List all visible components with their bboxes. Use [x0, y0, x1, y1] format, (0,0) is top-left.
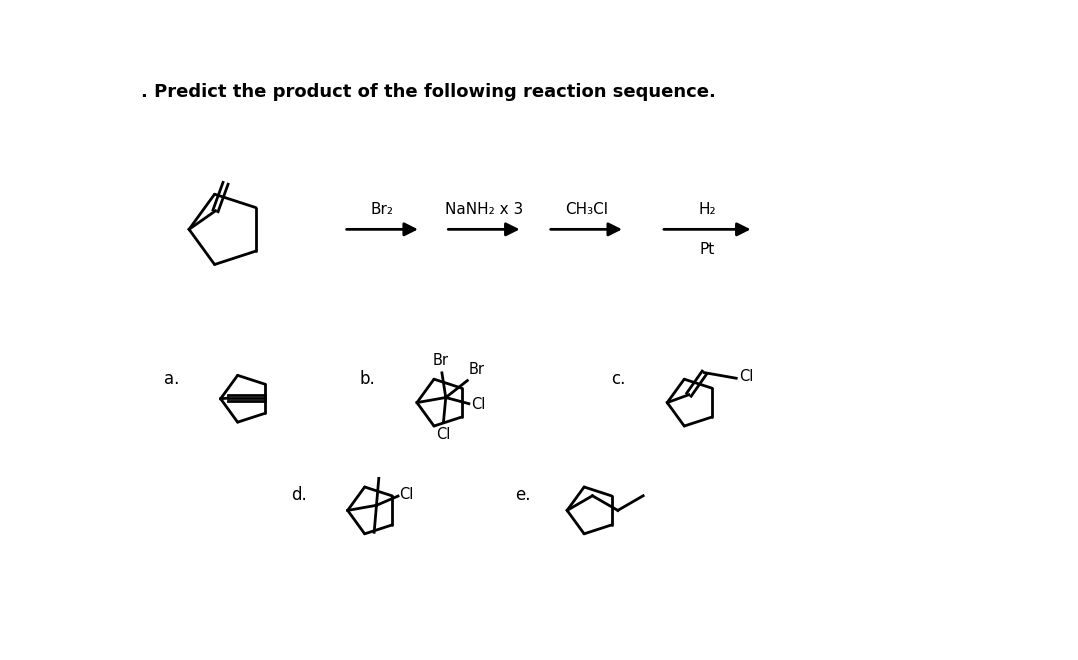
Text: . Predict the product of the following reaction sequence.: . Predict the product of the following r… — [141, 83, 716, 101]
Text: Cl: Cl — [437, 427, 451, 442]
Text: b.: b. — [359, 370, 375, 389]
Text: Br: Br — [469, 362, 485, 378]
Text: a.: a. — [164, 370, 180, 389]
Text: d.: d. — [291, 486, 307, 504]
Text: Br: Br — [432, 353, 448, 368]
Text: H₂: H₂ — [699, 202, 716, 217]
Text: Cl: Cl — [400, 487, 414, 502]
Text: NaNH₂ x 3: NaNH₂ x 3 — [445, 202, 523, 217]
Text: CH₃Cl: CH₃Cl — [565, 202, 608, 217]
Text: c.: c. — [611, 370, 625, 389]
Text: e.: e. — [514, 486, 530, 504]
Text: Br₂: Br₂ — [371, 202, 393, 217]
Text: Pt: Pt — [700, 242, 715, 257]
Text: Cl: Cl — [471, 397, 485, 412]
Text: Cl: Cl — [740, 369, 754, 384]
